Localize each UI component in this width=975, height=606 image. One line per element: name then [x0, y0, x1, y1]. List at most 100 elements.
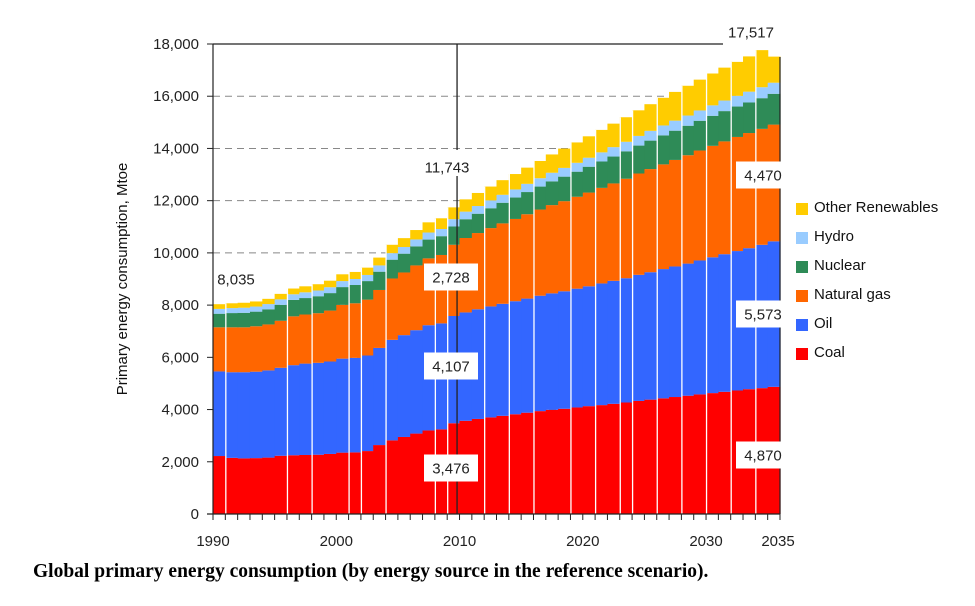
bar-segment-coal — [582, 406, 596, 514]
bar-segment-coal — [262, 457, 276, 514]
y-tick-label: 2,000 — [161, 454, 199, 471]
bar-segment-other-renewables — [521, 167, 535, 184]
bar-segment-nuclear — [496, 202, 510, 224]
bar-segment-other-renewables — [607, 123, 621, 148]
bar-segment-coal — [521, 412, 535, 514]
bar-segment-coal — [299, 454, 313, 514]
bar-segment-hydro — [669, 120, 682, 131]
bar-segment-hydro — [656, 125, 670, 136]
bar-segment-hydro — [434, 228, 448, 237]
legend-item-nuclear: Nuclear — [796, 251, 938, 280]
bar-segment-oil — [533, 295, 547, 412]
bar-segment-coal — [249, 458, 263, 514]
bar-segment-hydro — [545, 172, 559, 182]
bar-segment-coal — [213, 456, 226, 514]
legend-label: Hydro — [814, 228, 855, 245]
bar-segment-natural-gas — [582, 192, 596, 287]
bar-segment-other-renewables — [213, 304, 226, 309]
bar-segment-nuclear — [225, 313, 239, 328]
bar-segment-coal — [471, 418, 485, 514]
legend-item-other-renewables: Other Renewables — [796, 193, 938, 222]
bar-segment-coal — [225, 457, 239, 514]
bar-segment-hydro — [681, 115, 695, 126]
bar-segment-other-renewables — [447, 207, 461, 220]
bar-segment-hydro — [213, 308, 226, 314]
data-label-box — [424, 352, 478, 380]
bar-segment-hydro — [336, 281, 350, 288]
data-label-box — [736, 441, 790, 469]
bar-segment-natural-gas — [323, 310, 337, 362]
bar-segment-other-renewables — [558, 148, 572, 168]
bar-segment-oil — [323, 361, 337, 454]
bar-segment-nuclear — [373, 271, 387, 290]
total-label: 8,035 — [217, 272, 255, 289]
legend-label: Oil — [814, 315, 833, 332]
bar-segment-nuclear — [422, 239, 436, 259]
bar-segment-other-renewables — [570, 142, 584, 163]
bar-segment-nuclear — [644, 140, 658, 170]
bar-segment-oil — [299, 363, 313, 455]
bar-segment-nuclear — [360, 281, 374, 300]
bar-segment-other-renewables — [632, 110, 646, 136]
data-label-box — [424, 263, 478, 291]
bar-segment-nuclear — [570, 171, 584, 197]
bar-segment-oil — [348, 357, 362, 453]
bar-segment-nuclear — [434, 236, 448, 255]
bar-segment-coal — [496, 415, 510, 514]
data-label-text: 8,035 — [217, 272, 255, 289]
bar-segment-natural-gas — [558, 201, 572, 292]
total-label: 17,517 — [728, 25, 774, 42]
legend-label: Coal — [814, 344, 845, 361]
bar-segment-hydro — [447, 219, 461, 227]
bar-segment-natural-gas — [397, 272, 411, 336]
bar-segment-oil — [693, 260, 707, 395]
data-label: 3,476 — [424, 454, 478, 482]
legend-label: Natural gas — [814, 286, 891, 303]
bar-segment-nuclear — [730, 106, 744, 137]
bar-segment-oil — [471, 309, 485, 419]
data-label: 2,728 — [424, 263, 478, 291]
bar-segment-nuclear — [249, 311, 263, 327]
bar-segment-other-renewables — [706, 73, 719, 106]
legend-label: Other Renewables — [814, 199, 939, 216]
bar-segment-hydro — [459, 211, 473, 220]
bar-segment-oil — [669, 266, 682, 398]
bar-segment-hydro — [644, 130, 658, 141]
bar-segment-natural-gas — [373, 289, 387, 348]
bar-segment-other-renewables — [656, 97, 670, 126]
bar-segment-hydro — [595, 152, 609, 162]
bar-segment-oil — [360, 355, 374, 452]
bar-segment-hydro — [274, 299, 288, 305]
bar-segment-natural-gas — [595, 187, 609, 284]
data-label: 4,107 — [424, 352, 478, 380]
bar-segment-coal — [484, 417, 498, 514]
bar-segment-coal — [286, 455, 300, 514]
legend-item-hydro: Hydro — [796, 222, 938, 251]
bar-segment-nuclear — [706, 115, 719, 146]
bar-segment-other-renewables — [262, 298, 276, 305]
bar-segment-natural-gas — [681, 155, 695, 264]
bar-segment-hydro — [422, 232, 436, 240]
bar-segment-other-renewables — [484, 186, 498, 201]
bar-segment-natural-gas — [336, 304, 350, 359]
bar-segment-coal — [336, 452, 350, 514]
bar-segment-other-renewables — [410, 230, 424, 240]
bar-segment-hydro — [360, 274, 374, 282]
bar-segment-nuclear — [545, 181, 559, 206]
bar-segment-natural-gas — [286, 316, 300, 366]
bar-segment-coal — [385, 440, 399, 514]
bar-segment-coal — [237, 458, 251, 514]
bar-segment-natural-gas — [743, 133, 756, 249]
bar-segment-nuclear — [410, 246, 424, 266]
bar-segment-oil — [311, 362, 325, 455]
bar-segment-other-renewables — [582, 136, 596, 158]
bar-segment-other-renewables — [508, 174, 522, 190]
data-label-box — [736, 300, 790, 328]
bar-segment-coal — [632, 400, 646, 514]
bar-segment-oil — [484, 306, 498, 418]
y-tick-label: 16,000 — [153, 88, 199, 105]
legend-swatch — [796, 203, 808, 215]
bar-segment-other-renewables — [545, 154, 559, 173]
bar-segment-natural-gas — [619, 178, 633, 279]
bar-segment-coal — [311, 454, 325, 514]
